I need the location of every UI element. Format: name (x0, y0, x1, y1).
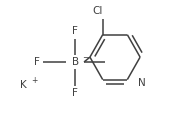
Text: N: N (138, 78, 146, 88)
Text: F: F (34, 57, 40, 67)
Text: B: B (72, 57, 79, 67)
Text: K: K (20, 80, 26, 90)
Text: F: F (72, 26, 78, 36)
Text: F: F (72, 88, 78, 98)
Text: F: F (34, 57, 40, 67)
Text: +: + (31, 76, 37, 85)
Text: −: − (82, 54, 89, 63)
Text: Cl: Cl (93, 6, 103, 16)
Text: Cl: Cl (93, 6, 103, 16)
Text: F: F (72, 88, 78, 98)
Text: K: K (20, 80, 26, 90)
Text: B: B (72, 57, 79, 67)
Text: N: N (138, 78, 146, 88)
Text: F: F (72, 26, 78, 36)
